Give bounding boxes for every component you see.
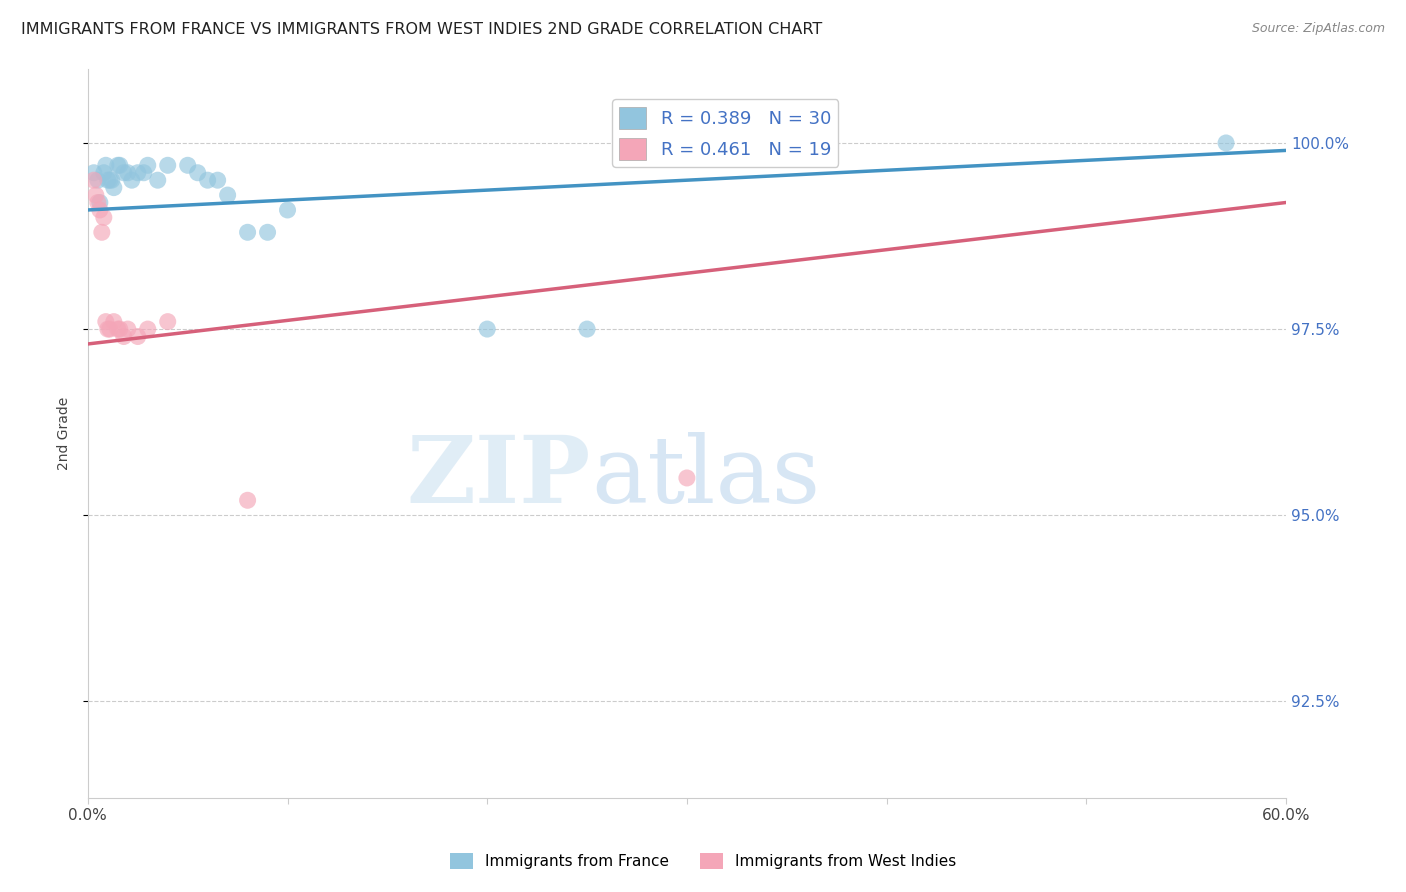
Point bbox=[576, 322, 599, 336]
Point bbox=[477, 322, 499, 336]
Point bbox=[94, 158, 117, 172]
Point bbox=[236, 225, 259, 239]
Point bbox=[87, 195, 110, 210]
Text: IMMIGRANTS FROM FRANCE VS IMMIGRANTS FROM WEST INDIES 2ND GRADE CORRELATION CHAR: IMMIGRANTS FROM FRANCE VS IMMIGRANTS FRO… bbox=[21, 22, 823, 37]
Point bbox=[98, 173, 121, 187]
Text: Source: ZipAtlas.com: Source: ZipAtlas.com bbox=[1251, 22, 1385, 36]
Point bbox=[84, 188, 107, 202]
Y-axis label: 2nd Grade: 2nd Grade bbox=[58, 397, 72, 470]
Point bbox=[97, 173, 120, 187]
Legend: R = 0.389   N = 30, R = 0.461   N = 19: R = 0.389 N = 30, R = 0.461 N = 19 bbox=[612, 99, 838, 167]
Point bbox=[94, 315, 117, 329]
Point bbox=[156, 158, 179, 172]
Point bbox=[146, 173, 169, 187]
Point bbox=[98, 322, 121, 336]
Text: atlas: atlas bbox=[591, 432, 820, 522]
Point bbox=[277, 202, 299, 217]
Point bbox=[93, 166, 115, 180]
Point bbox=[112, 329, 135, 343]
Point bbox=[156, 315, 179, 329]
Legend: Immigrants from France, Immigrants from West Indies: Immigrants from France, Immigrants from … bbox=[444, 847, 962, 875]
Point bbox=[83, 173, 105, 187]
Point bbox=[117, 322, 139, 336]
Point bbox=[97, 322, 120, 336]
Point bbox=[676, 471, 699, 485]
Point bbox=[207, 173, 229, 187]
Point bbox=[217, 188, 239, 202]
Point bbox=[236, 493, 259, 508]
Point bbox=[176, 158, 198, 172]
Point bbox=[89, 202, 111, 217]
Point bbox=[197, 173, 219, 187]
Point bbox=[108, 158, 131, 172]
Point bbox=[121, 173, 143, 187]
Point bbox=[256, 225, 278, 239]
Point bbox=[127, 329, 149, 343]
Point bbox=[90, 225, 112, 239]
Point bbox=[103, 180, 125, 194]
Point bbox=[89, 195, 111, 210]
Point bbox=[103, 315, 125, 329]
Point bbox=[108, 322, 131, 336]
Point bbox=[83, 166, 105, 180]
Point bbox=[107, 158, 129, 172]
Point bbox=[93, 211, 115, 225]
Point bbox=[136, 158, 159, 172]
Point bbox=[127, 166, 149, 180]
Point bbox=[1215, 136, 1237, 150]
Point bbox=[87, 173, 110, 187]
Point bbox=[112, 166, 135, 180]
Point bbox=[187, 166, 209, 180]
Point bbox=[101, 173, 124, 187]
Text: ZIP: ZIP bbox=[406, 432, 591, 522]
Point bbox=[136, 322, 159, 336]
Point bbox=[132, 166, 155, 180]
Point bbox=[117, 166, 139, 180]
Point bbox=[107, 322, 129, 336]
